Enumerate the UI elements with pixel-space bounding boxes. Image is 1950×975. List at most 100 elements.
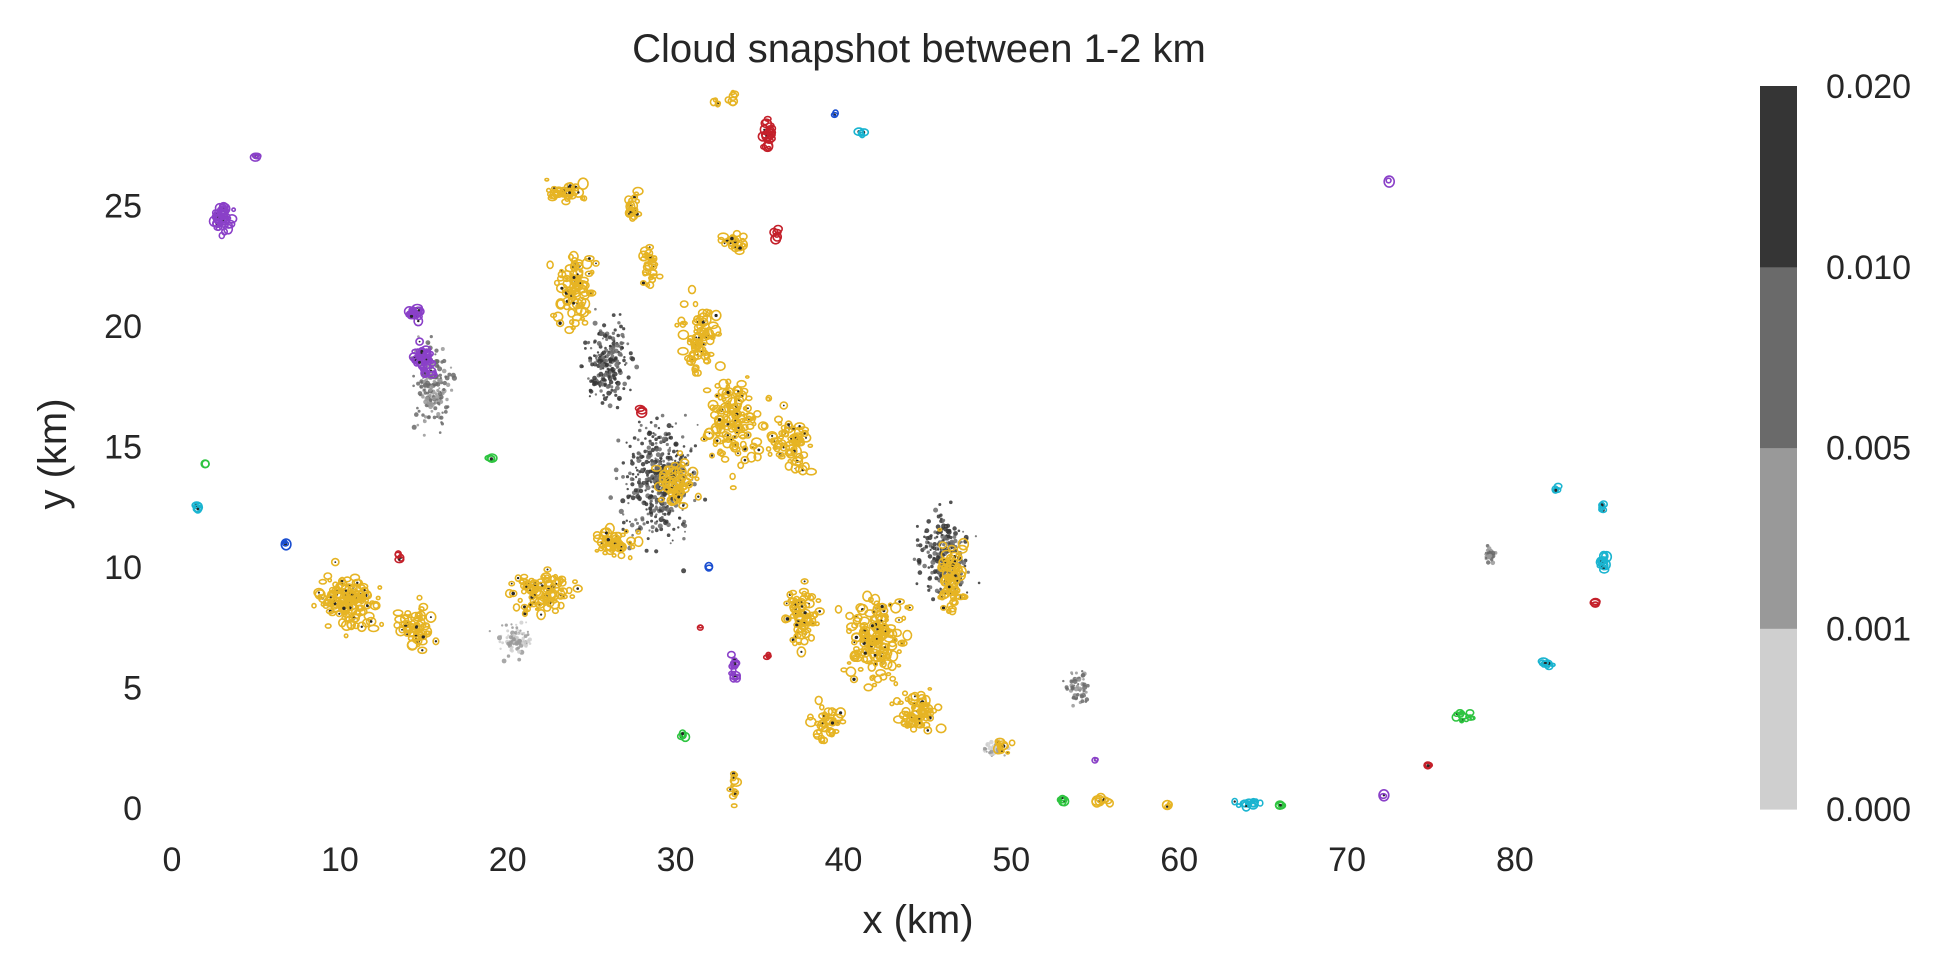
cloud-outline-point <box>889 675 897 682</box>
shading-point <box>961 560 967 566</box>
shading-point <box>504 623 508 627</box>
shading-point <box>606 367 610 371</box>
shading-point <box>666 522 671 528</box>
cloud-outline-point <box>707 321 719 330</box>
cloud-core-point <box>572 301 575 305</box>
cloud-outline-point <box>664 477 675 488</box>
cloud-purple-26 <box>726 650 742 683</box>
cloud-red-37 <box>1423 761 1434 770</box>
shading-point <box>433 406 438 411</box>
shading-point <box>957 529 961 533</box>
shading-point <box>439 376 442 379</box>
cloud-core-point <box>529 603 532 607</box>
shading-point <box>511 637 516 642</box>
cloud-core-point <box>872 610 876 614</box>
shading-point <box>605 362 610 367</box>
cloud-outline-point <box>340 619 353 631</box>
shading-point <box>515 623 518 626</box>
cloud-outline-point <box>675 476 685 488</box>
shading-point <box>601 363 606 367</box>
shading-point <box>599 389 603 393</box>
cloud-outline-point <box>555 319 565 328</box>
shading-point <box>683 413 687 417</box>
shading-point <box>592 375 597 381</box>
shading-point <box>625 519 628 522</box>
cloud-core-point <box>855 635 859 639</box>
cloud-core-point <box>830 721 835 725</box>
cloud-outline-point <box>687 284 697 295</box>
cloud-outline-point <box>545 187 552 193</box>
cloud-outline-point <box>549 312 558 319</box>
cloud-outline-point <box>783 615 792 623</box>
cloud-core-point <box>588 272 590 275</box>
cloud-outline-point <box>426 370 438 379</box>
shading-point <box>644 477 649 482</box>
cloud-core-point <box>863 651 867 655</box>
shading-point <box>447 372 452 377</box>
shading-point <box>437 390 441 394</box>
cloud-outline-point <box>367 624 380 633</box>
shading-point <box>929 534 933 538</box>
cloud-outline-point <box>681 320 688 326</box>
shading-point <box>684 530 686 533</box>
shading-point <box>952 535 957 539</box>
shading-point <box>657 447 662 452</box>
shading-point <box>636 458 641 464</box>
cloud-green-46 <box>1451 708 1476 724</box>
shading-point <box>611 313 616 317</box>
cloud-outline-point <box>282 539 288 545</box>
shading-point <box>696 423 699 426</box>
cloud-outline-point <box>716 449 727 457</box>
shading-point <box>654 528 659 533</box>
shading-point <box>517 646 521 650</box>
shading-point <box>521 640 527 646</box>
shading-point <box>649 502 652 505</box>
cloud-core-point <box>790 437 792 440</box>
cloud-outline-point <box>702 387 712 394</box>
shading-point <box>440 347 445 351</box>
cloud-outline-point <box>642 271 648 277</box>
shading-point <box>607 403 613 409</box>
shading-point <box>1062 679 1065 683</box>
cloud-outline-point <box>323 572 333 580</box>
cloud-core-point <box>546 568 549 571</box>
x-tick-label: 10 <box>321 841 359 879</box>
cloud-outline-point <box>942 589 949 596</box>
cloud-outline-point <box>585 289 597 297</box>
cloud-outline-point <box>677 346 689 356</box>
colorbar-segment-0 <box>1760 628 1797 810</box>
shading-point <box>625 475 630 479</box>
cloud-outline-point <box>337 597 350 608</box>
cloud-outline-point <box>888 640 897 648</box>
x-tick-label: 20 <box>489 841 527 879</box>
shading-point <box>606 395 609 398</box>
cloud-core-point <box>787 423 790 427</box>
cloud-core-point <box>884 646 886 649</box>
cloud-gold-19 <box>992 737 1016 755</box>
shading-point <box>609 364 612 368</box>
shading-point <box>669 542 672 545</box>
cloud-outline-point <box>766 128 777 137</box>
shading-point <box>628 351 633 356</box>
shading-point <box>593 339 597 343</box>
cloud-outline-point <box>531 587 544 599</box>
cloud-outline-point <box>944 582 954 591</box>
shading-point <box>617 368 622 373</box>
shading-point <box>610 385 614 389</box>
cloud-core-point <box>800 650 803 654</box>
cloud-outline-point <box>730 773 737 782</box>
cloud-outline-point <box>1451 712 1461 722</box>
cloud-gold-17 <box>805 695 847 745</box>
cloud-outline-point <box>544 590 556 599</box>
shading-point <box>645 508 648 511</box>
cloud-outline-point <box>773 415 783 424</box>
cloud-red-35 <box>762 651 772 661</box>
shading-point <box>616 365 620 369</box>
shading-point <box>650 519 654 523</box>
shading-point <box>671 509 675 513</box>
shading-point <box>933 507 939 513</box>
cloud-outline-point <box>708 452 715 459</box>
shading-point <box>429 335 433 339</box>
cloud-outline-point <box>361 618 371 628</box>
y-tick-label: 10 <box>104 549 142 587</box>
